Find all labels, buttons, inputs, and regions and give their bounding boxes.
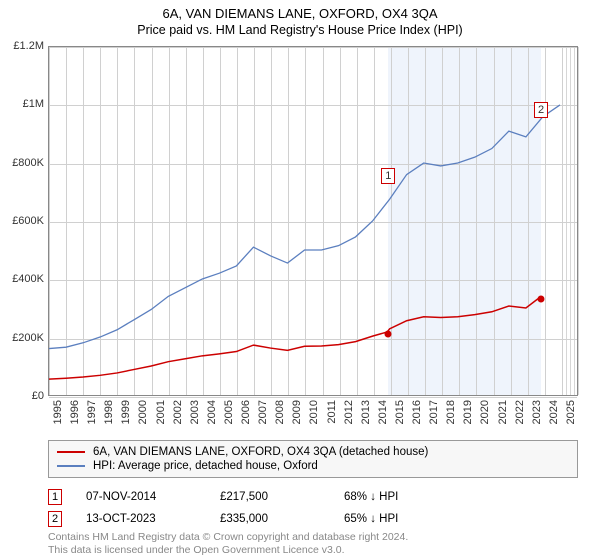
series-price_paid [49, 298, 543, 379]
price-point-date: 13-OCT-2023 [86, 513, 196, 525]
x-axis-label: 2015 [394, 400, 406, 424]
x-axis-label: 2002 [172, 400, 184, 424]
x-axis-label: 2023 [531, 400, 543, 424]
price-point-row: 1 07-NOV-2014 £217,500 68% ↓ HPI [48, 486, 578, 508]
x-axis-label: 2013 [360, 400, 372, 424]
price-point-num: 2 [48, 511, 62, 527]
x-axis-label: 2000 [137, 400, 149, 424]
price-point-row: 2 13-OCT-2023 £335,000 65% ↓ HPI [48, 508, 578, 530]
chart-svg [49, 47, 577, 395]
marker-label: 1 [381, 168, 395, 184]
chart-subtitle: Price paid vs. HM Land Registry's House … [0, 21, 600, 37]
y-axis-label: £800K [2, 157, 44, 169]
y-axis-label: £200K [2, 332, 44, 344]
x-axis-label: 2008 [274, 400, 286, 424]
y-axis-label: £0 [2, 390, 44, 402]
marker-dot [385, 330, 392, 337]
footer-line-2: This data is licensed under the Open Gov… [48, 544, 408, 557]
x-axis-label: 1997 [86, 400, 98, 424]
y-axis-label: £400K [2, 273, 44, 285]
legend-label: HPI: Average price, detached house, Oxfo… [93, 460, 318, 472]
x-axis-label: 2017 [428, 400, 440, 424]
x-axis-label: 2018 [445, 400, 457, 424]
chart-title: 6A, VAN DIEMANS LANE, OXFORD, OX4 3QA [0, 0, 600, 21]
gridline-horizontal [49, 397, 577, 398]
price-point-price: £217,500 [220, 491, 320, 503]
legend-swatch [57, 451, 85, 453]
x-axis-label: 2019 [462, 400, 474, 424]
footer: Contains HM Land Registry data © Crown c… [48, 531, 408, 557]
x-axis-label: 2001 [155, 400, 167, 424]
x-axis-label: 2005 [223, 400, 235, 424]
y-axis-label: £1.2M [2, 40, 44, 52]
x-axis-label: 2010 [308, 400, 320, 424]
x-axis-label: 2012 [343, 400, 355, 424]
x-axis-label: 2009 [291, 400, 303, 424]
price-point-num: 1 [48, 489, 62, 505]
x-axis-label: 2003 [189, 400, 201, 424]
legend-label: 6A, VAN DIEMANS LANE, OXFORD, OX4 3QA (d… [93, 446, 428, 458]
x-axis-label: 2014 [377, 400, 389, 424]
x-axis-label: 2024 [548, 400, 560, 424]
price-point-price: £335,000 [220, 513, 320, 525]
x-axis-label: 1995 [52, 400, 64, 424]
x-axis-label: 2016 [411, 400, 423, 424]
x-axis-label: 1996 [69, 400, 81, 424]
x-axis-label: 2007 [257, 400, 269, 424]
x-axis-label: 2025 [565, 400, 577, 424]
legend: 6A, VAN DIEMANS LANE, OXFORD, OX4 3QA (d… [48, 440, 578, 478]
x-axis-label: 1999 [120, 400, 132, 424]
x-axis-label: 2022 [514, 400, 526, 424]
legend-swatch [57, 465, 85, 467]
footer-line-1: Contains HM Land Registry data © Crown c… [48, 531, 408, 544]
series-hpi [49, 105, 560, 349]
chart-container: 6A, VAN DIEMANS LANE, OXFORD, OX4 3QA Pr… [0, 0, 600, 560]
y-axis-label: £600K [2, 215, 44, 227]
price-points-table: 1 07-NOV-2014 £217,500 68% ↓ HPI 2 13-OCT-202… [48, 486, 578, 530]
marker-dot [538, 296, 545, 303]
legend-row: HPI: Average price, detached house, Oxfo… [57, 459, 569, 473]
x-axis-label: 2020 [479, 400, 491, 424]
x-axis-label: 1998 [103, 400, 115, 424]
y-axis-label: £1M [2, 98, 44, 110]
price-point-delta: 65% ↓ HPI [344, 513, 398, 525]
price-point-delta: 68% ↓ HPI [344, 491, 398, 503]
x-axis-label: 2021 [497, 400, 509, 424]
legend-row: 6A, VAN DIEMANS LANE, OXFORD, OX4 3QA (d… [57, 445, 569, 459]
price-point-date: 07-NOV-2014 [86, 491, 196, 503]
plot-area: 12 [48, 46, 578, 396]
x-axis-label: 2004 [206, 400, 218, 424]
marker-label: 2 [534, 102, 548, 118]
x-axis-label: 2011 [326, 400, 338, 424]
x-axis-label: 2006 [240, 400, 252, 424]
